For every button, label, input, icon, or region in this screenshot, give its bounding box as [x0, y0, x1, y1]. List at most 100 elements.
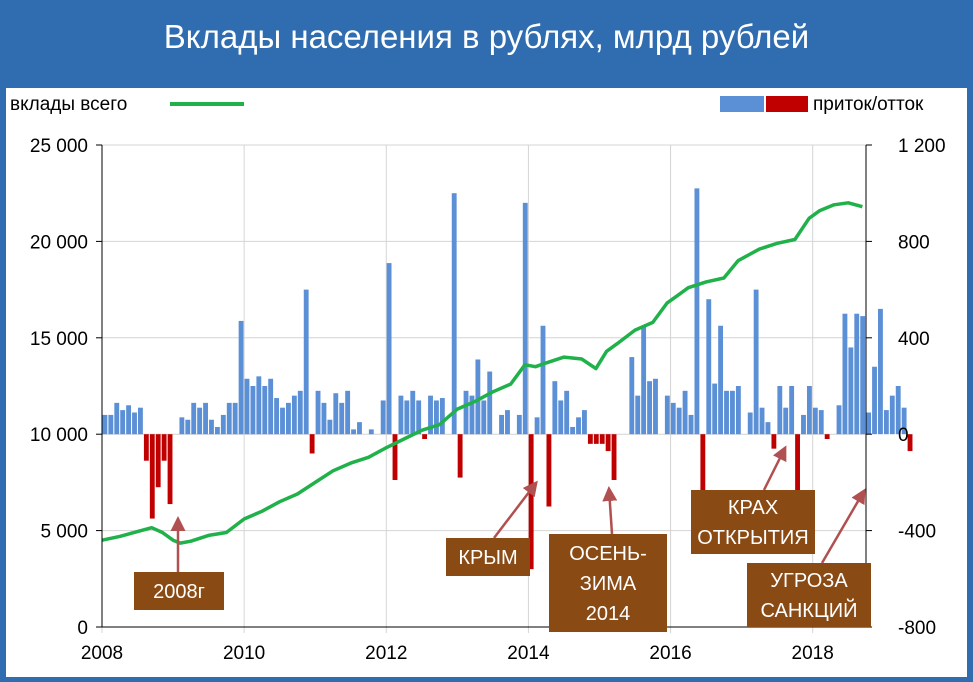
flow-bar	[339, 402, 345, 435]
flow-bar	[143, 434, 149, 461]
flow-bar	[368, 429, 374, 435]
x-tick-label: 2008	[81, 643, 123, 664]
flow-bar	[481, 400, 487, 435]
flow-bar	[611, 434, 617, 480]
flow-bar	[860, 316, 866, 435]
flow-bar	[806, 386, 812, 435]
flow-bar	[333, 393, 339, 435]
flow-bar	[730, 390, 735, 435]
y-right-tick-label: -800	[898, 618, 936, 639]
annotation-box	[134, 572, 224, 610]
bar-series	[102, 188, 913, 570]
flow-bar	[718, 325, 724, 435]
y-left-tick-label: 15 000	[30, 329, 88, 350]
flow-bar	[895, 386, 901, 435]
flow-bar	[818, 410, 824, 435]
flow-bar	[540, 325, 546, 435]
flow-bar	[138, 407, 143, 435]
flow-bar	[635, 395, 641, 435]
flow-bar	[238, 320, 244, 435]
flow-bar	[114, 402, 120, 435]
legend: вклады всего приток/отток	[10, 94, 924, 115]
annotation-label: САНКЦИЙ	[761, 598, 858, 622]
x-tick-label: 2016	[649, 643, 691, 664]
flow-bar	[765, 422, 771, 435]
flow-bar	[724, 390, 729, 435]
flow-bar	[629, 357, 635, 435]
flow-bar	[534, 417, 540, 435]
annotation-label: УГРОЗА	[770, 570, 848, 592]
x-tick-label: 2018	[792, 643, 834, 664]
flow-bar	[351, 429, 356, 435]
flow-bar	[505, 410, 510, 435]
y-right-tick-label: 400	[898, 329, 930, 350]
flow-bar	[416, 400, 422, 435]
flow-bar	[345, 390, 351, 435]
flow-bar	[327, 419, 333, 435]
flow-bar	[161, 434, 167, 461]
flow-bar	[179, 417, 185, 435]
annotation-arrow	[493, 480, 538, 539]
flow-bar	[582, 410, 587, 435]
flow-bar	[457, 434, 463, 478]
flow-bar	[434, 400, 439, 435]
annotations: 2008г КРЫМ ОСЕНЬ- ЗИМА 2014 КРАХ ОТКРЫТИЯ УГРОЗ…	[134, 445, 871, 632]
flow-bar	[286, 402, 291, 435]
flow-bar	[232, 402, 238, 435]
annotation-arrow	[602, 486, 618, 535]
flow-bar	[108, 414, 114, 435]
flow-bar	[386, 263, 392, 435]
flow-bar	[558, 400, 564, 435]
flow-bar	[552, 381, 558, 435]
flow-bar	[576, 417, 581, 435]
flow-bar	[795, 434, 800, 497]
annotation-box	[691, 490, 815, 554]
annotation-label: ОТКРЫТИЯ	[697, 527, 809, 549]
flow-bar	[451, 193, 457, 435]
flow-bar	[244, 378, 250, 435]
legend-swatch-outflow	[766, 96, 808, 112]
flow-bar	[463, 390, 469, 435]
flow-bar	[149, 434, 155, 519]
flow-bar	[599, 434, 605, 444]
flow-bar	[664, 395, 670, 435]
flow-bar	[676, 407, 682, 435]
flow-bar	[357, 422, 362, 435]
flow-bar	[191, 402, 197, 435]
flow-bar	[274, 398, 280, 435]
flow-bar	[605, 434, 611, 452]
x-tick-label: 2012	[365, 643, 407, 664]
axes: 0 5 000 10 000 15 000 20 000 25 000 -800 -400 0 4…	[30, 136, 946, 664]
flow-bar	[315, 390, 321, 435]
annotation-box	[446, 538, 530, 576]
flow-bar	[653, 378, 658, 435]
y-left-tick-label: 10 000	[30, 425, 88, 446]
legend-label-total: вклады всего	[10, 94, 127, 115]
legend-swatch-inflow	[720, 96, 764, 112]
annotation-arrow	[762, 445, 787, 491]
annotation-label: КРЫМ	[458, 547, 517, 569]
flow-bar	[120, 410, 126, 435]
flow-bar	[546, 434, 552, 507]
flow-bar	[883, 410, 889, 435]
flow-bar	[842, 313, 848, 435]
flow-bar	[280, 407, 285, 435]
title-bar: Вклады населения в рублях, млрд рублей	[0, 0, 973, 88]
flow-bar	[268, 378, 274, 435]
flow-bar	[747, 412, 753, 435]
flow-bar	[380, 400, 386, 435]
flow-bar	[516, 414, 522, 435]
flow-bar	[854, 313, 860, 435]
line-series	[101, 201, 863, 545]
flow-bar	[522, 202, 528, 435]
flow-bar	[291, 395, 297, 435]
flow-bar	[866, 412, 872, 435]
flow-bar	[297, 390, 303, 435]
flow-bar	[422, 434, 428, 440]
flow-bar	[771, 434, 777, 449]
flow-bar	[126, 405, 132, 435]
flow-bar	[836, 405, 842, 435]
y-right-tick-label: 0	[898, 425, 909, 446]
annotation-label: 2008г	[153, 581, 205, 603]
x-tick-label: 2010	[223, 643, 265, 664]
